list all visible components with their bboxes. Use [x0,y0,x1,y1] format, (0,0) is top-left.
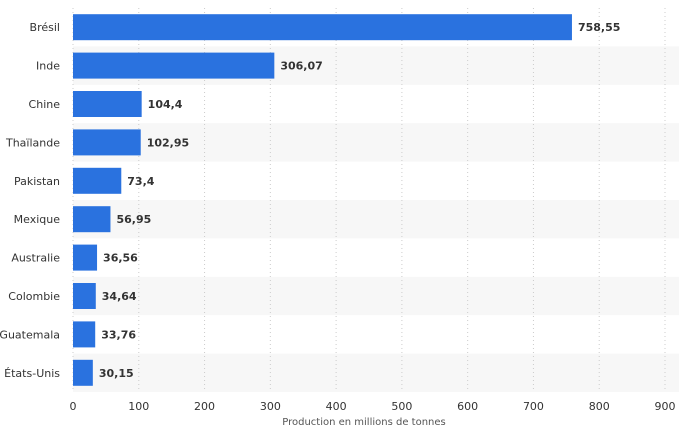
x-tick-label: 100 [128,400,149,413]
category-label: Brésil [30,21,60,34]
category-label: Chine [29,98,61,111]
value-label: 36,56 [103,252,138,265]
value-label: 34,64 [102,290,137,303]
x-axis-title: Production en millions de tonnes [282,417,446,428]
category-label: Colombie [8,290,60,303]
x-tick-label: 900 [655,400,676,413]
value-label: 102,95 [147,136,189,149]
x-tick-label: 600 [457,400,478,413]
bar [73,14,572,41]
x-tick-label: 200 [194,400,215,413]
x-tick-label: 400 [326,400,347,413]
x-tick-labels: 0 100 200 300 400 500 600 700 800 900 [70,400,676,413]
category-label: Guatemala [0,328,60,341]
bar [73,52,275,79]
category-label: Pakistan [14,175,60,188]
row-background [73,276,679,316]
category-label: Australie [11,252,60,265]
row-background [73,123,679,162]
row-background [73,353,679,392]
value-label: 56,95 [116,213,151,226]
x-tick-label: 500 [391,400,412,413]
value-label: 306,07 [280,60,322,73]
x-tick-label: 800 [589,400,610,413]
bar [73,321,96,348]
bar [73,283,96,309]
value-label: 758,55 [578,21,620,34]
x-tick-label: 0 [70,400,77,413]
category-label: Inde [36,60,60,73]
value-label: 33,76 [101,328,136,341]
x-tick-label: 700 [523,400,544,413]
value-label: 73,4 [127,175,154,188]
bar [73,206,111,233]
category-label: Thaïlande [5,136,60,149]
bar [73,129,141,156]
category-labels: Brésil Inde Chine Thaïlande Pakistan Mexique A… [0,21,60,380]
row-background [73,200,679,239]
bar [73,167,122,194]
x-tick-label: 300 [260,400,281,413]
category-label: États-Unis [4,367,60,380]
bar [73,91,142,117]
value-labels: 758,55 306,07 104,4 102,95 73,4 56,95 36,56 34,… [99,21,621,380]
category-label: Mexique [14,213,61,226]
bar [73,244,98,271]
row-backgrounds [73,46,679,392]
bars [73,14,572,386]
value-label: 104,4 [148,98,183,111]
value-label: 30,15 [99,367,134,380]
bar [73,359,93,386]
